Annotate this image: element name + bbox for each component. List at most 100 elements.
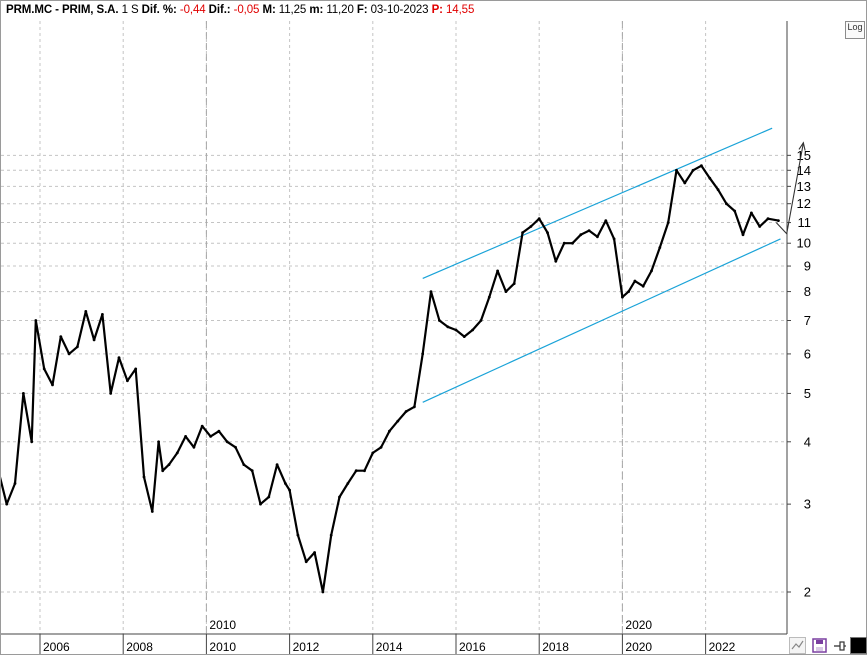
- price-point: [496, 269, 499, 273]
- price-point: [13, 482, 17, 485]
- y-tick-label: 11: [798, 215, 812, 230]
- color-swatch-icon[interactable]: [850, 637, 867, 654]
- price-point: [84, 310, 88, 313]
- price-point: [683, 181, 687, 185]
- price-point: [379, 445, 383, 449]
- price-point: [59, 335, 63, 338]
- y-tick-label: 8: [804, 284, 811, 299]
- dif-value: -0,05: [233, 4, 260, 16]
- x-tick-label: 2014: [376, 640, 403, 654]
- y-tick-label: 6: [804, 346, 811, 361]
- x-tick-label: 2020: [625, 640, 652, 654]
- price-point: [429, 290, 433, 293]
- price-point: [338, 495, 341, 499]
- price-point: [750, 211, 753, 215]
- price-point: [275, 463, 279, 466]
- price-point: [716, 188, 720, 192]
- price-point: [67, 352, 71, 356]
- price-line: [1, 164, 779, 594]
- y-tick-label: 7: [804, 313, 811, 328]
- y-tick-label: 9: [804, 259, 811, 274]
- price-point: [304, 560, 308, 564]
- price-point: [209, 435, 213, 438]
- price-point: [777, 219, 780, 223]
- price-point: [142, 475, 146, 479]
- price-point: [604, 219, 608, 223]
- horizontal-grid: [1, 154, 787, 593]
- save-icon[interactable]: [811, 637, 828, 654]
- projection-arrowhead: [798, 141, 806, 151]
- price-point: [284, 482, 287, 485]
- price-point: [666, 221, 670, 225]
- price-point: [259, 502, 262, 506]
- price-point: [446, 325, 450, 329]
- date-label: F:: [356, 4, 368, 16]
- y-tick-label: 3: [804, 497, 811, 512]
- dif-label: Dif.:: [208, 4, 231, 16]
- price-point: [388, 429, 391, 433]
- x-tick-label: 2006: [43, 640, 70, 654]
- price-point: [346, 482, 350, 485]
- price-point: [109, 392, 113, 395]
- price-point: [371, 451, 375, 455]
- price-point: [554, 259, 558, 263]
- x-tick-label: 2022: [709, 640, 736, 654]
- price-point: [421, 352, 425, 356]
- price-point: [587, 229, 591, 233]
- price-point: [117, 356, 121, 359]
- decade-labels: 2010 2020: [205, 21, 652, 634]
- price-point: [234, 445, 237, 449]
- price-point: [658, 246, 662, 250]
- price-point: [5, 502, 9, 506]
- price-point: [700, 164, 703, 168]
- price-point: [537, 217, 541, 221]
- price-point: [741, 233, 745, 237]
- price-point: [627, 290, 630, 293]
- price-point: [150, 510, 154, 513]
- log-scale-toggle[interactable]: Log: [845, 21, 865, 39]
- x-tick-label: 2008: [126, 640, 153, 654]
- price-point: [51, 383, 54, 387]
- price-point: [396, 419, 400, 423]
- price-point: [288, 488, 291, 492]
- indicator-icon[interactable]: [789, 637, 806, 654]
- price-point: [242, 463, 246, 466]
- price-point: [462, 335, 466, 338]
- min-label: m:: [309, 4, 324, 16]
- price-point: [438, 319, 441, 322]
- price-point: [633, 279, 637, 283]
- y-tick-label: 2: [804, 585, 811, 600]
- price-point: [691, 168, 695, 172]
- price-point: [579, 233, 583, 237]
- price-point: [404, 410, 408, 413]
- price-point: [296, 533, 300, 537]
- pin-icon[interactable]: [831, 637, 848, 654]
- price-point: [22, 392, 25, 395]
- price-point: [250, 469, 254, 473]
- decade-label: 2010: [209, 618, 236, 632]
- price-point: [725, 202, 728, 206]
- price-point: [92, 338, 96, 342]
- price-point: [454, 328, 458, 332]
- price-point: [175, 451, 179, 455]
- price-point: [184, 435, 188, 438]
- price-point: [504, 290, 508, 293]
- trend-channel: [422, 127, 781, 403]
- price-point: [126, 379, 129, 383]
- price-point: [329, 533, 333, 537]
- price-point: [354, 469, 358, 473]
- chart-toolbar: [787, 636, 867, 656]
- y-tick-label: 14: [797, 163, 811, 178]
- vertical-grid: [39, 21, 707, 634]
- y-tick-label: 15: [797, 148, 811, 163]
- period-label: 1 S: [121, 4, 139, 16]
- price-point: [157, 440, 161, 444]
- price-point: [200, 424, 204, 428]
- max-label: M:: [262, 4, 276, 16]
- price-point: [571, 241, 574, 245]
- price-point: [471, 328, 474, 332]
- price-series: [1, 164, 780, 594]
